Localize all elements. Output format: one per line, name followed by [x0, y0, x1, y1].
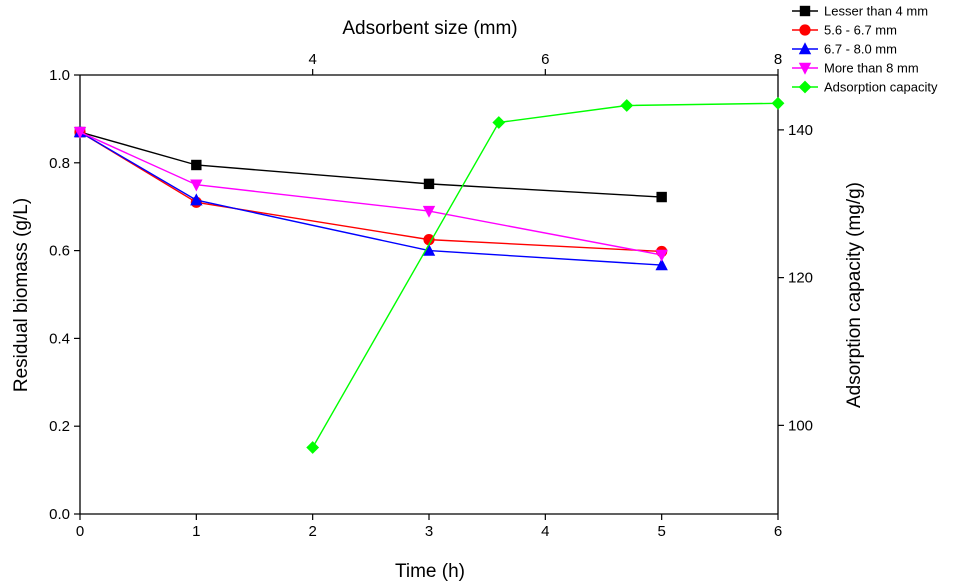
x-tick-label: 0	[76, 523, 84, 540]
data-point	[422, 243, 436, 256]
legend-label: More than 8 mm	[824, 61, 919, 76]
legend-label: 6.7 - 8.0 mm	[824, 42, 897, 57]
series-line	[79, 131, 662, 198]
legend-marker	[798, 42, 812, 55]
data-point	[190, 179, 203, 192]
legend: Lesser than 4 mm 5.6 - 6.7 mm 6.7 - 8.0 mm…	[792, 4, 938, 95]
series-line	[79, 131, 662, 253]
x-tick-label: 4	[541, 523, 549, 540]
data-point	[656, 191, 667, 203]
x-tick-label: 5	[657, 523, 665, 540]
series-line	[312, 102, 779, 448]
legend-marker	[799, 24, 811, 36]
y-tick-label: 0.2	[49, 418, 70, 435]
data-point	[190, 193, 203, 206]
y-tick-label: 0.0	[49, 506, 70, 523]
y2-axis-title: Adsorption capacity (mg/g)	[844, 182, 865, 408]
data-point	[423, 178, 435, 190]
y-tick-label: 1.0	[49, 67, 70, 84]
data-point	[191, 159, 202, 171]
y2-tick-label: 120	[788, 270, 813, 287]
data-point	[492, 116, 506, 129]
y-tick-label: 0.8	[49, 155, 70, 172]
series-line	[79, 131, 662, 266]
legend-label: Adsorption capacity	[824, 80, 938, 95]
y2-tick-label: 140	[788, 122, 813, 139]
series-line	[79, 131, 662, 256]
series-group	[73, 96, 785, 454]
data-point	[771, 96, 785, 110]
legend-marker	[799, 5, 811, 17]
x2-tick-label: 6	[541, 51, 549, 68]
x-axis-title: Time (h)	[395, 561, 465, 582]
x2-tick-label: 8	[774, 51, 782, 68]
data-point	[73, 126, 87, 139]
data-point	[422, 205, 436, 218]
data-point	[423, 234, 435, 246]
legend-marker	[798, 80, 812, 94]
x-tick-label: 2	[308, 523, 316, 540]
x-tick-label: 6	[774, 523, 782, 540]
y-axis-title: Residual biomass (g/L)	[11, 198, 32, 392]
x2-tick-label: 4	[308, 51, 316, 68]
data-point	[620, 99, 634, 112]
legend-marker	[798, 62, 812, 75]
data-point	[655, 249, 668, 262]
legend-label: Lesser than 4 mm	[824, 4, 928, 19]
y2-tick-label: 100	[788, 417, 813, 434]
y-tick-label: 0.6	[49, 243, 70, 260]
y-tick-label: 0.4	[49, 330, 70, 347]
x2-axis-title: Adsorbent size (mm)	[342, 18, 517, 39]
x-tick-label: 3	[425, 523, 433, 540]
legend-label: 5.6 - 6.7 mm	[824, 23, 897, 38]
data-point	[306, 441, 320, 454]
axes-group: 0 1 2 3 4 5 6 0.0 0.2 0.4 0.6 0.8 1.0 4 6 8 100 120 140	[49, 51, 813, 540]
x-tick-label: 1	[192, 523, 200, 540]
data-point	[655, 258, 668, 271]
